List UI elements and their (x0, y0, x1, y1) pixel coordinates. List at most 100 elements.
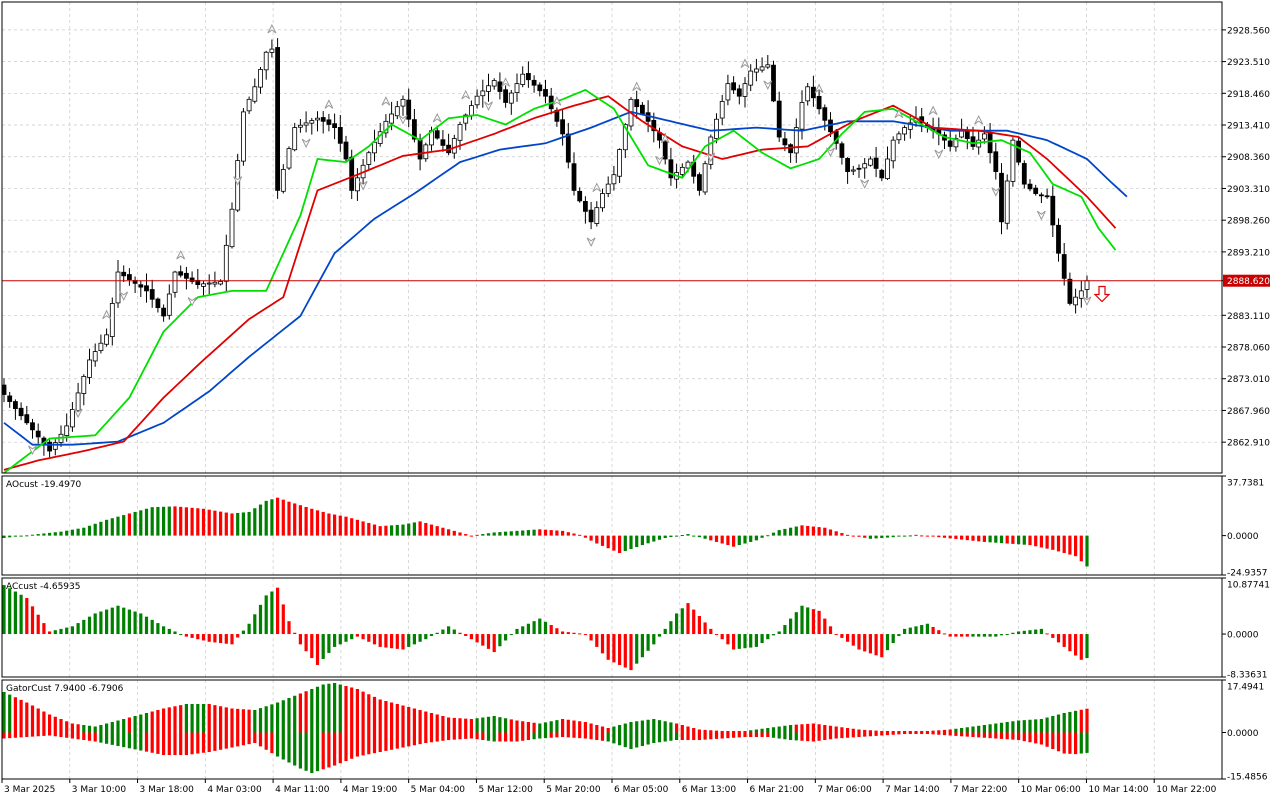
ac-bar (942, 633, 947, 635)
candle (714, 118, 719, 139)
gator-upper-bar (13, 697, 17, 733)
ao-bar (105, 519, 109, 536)
ac-bar (207, 634, 211, 642)
candle (354, 177, 360, 192)
gator-panel[interactable] (2, 682, 1089, 774)
gator-lower-bar (749, 732, 753, 738)
ac-bar (492, 634, 496, 653)
ac-bar (925, 623, 929, 635)
gator-tick-label: 17.4941 (1227, 683, 1264, 693)
ac-bar (19, 594, 23, 635)
gator-upper-bar (247, 709, 251, 733)
gator-upper-bar (8, 694, 12, 733)
ac-bar (977, 634, 981, 637)
candle (702, 163, 708, 193)
gator-upper-bar (789, 725, 793, 733)
gator-upper-bar (680, 725, 684, 733)
fractal-down-icon (1082, 296, 1092, 306)
ac-bar (1022, 630, 1026, 635)
gator-lower-bar (2, 732, 6, 739)
gator-upper-bar (783, 725, 787, 733)
ao-bar (760, 535, 764, 538)
ac-bar (435, 632, 439, 635)
ao-bar (1005, 535, 1009, 544)
gator-upper-bar (458, 718, 462, 733)
gator-upper-bar (612, 726, 616, 733)
ac-bar (25, 597, 29, 635)
ao-bar (241, 512, 245, 536)
gator-upper-bar (156, 710, 160, 733)
candle (47, 441, 52, 452)
ao-bar (25, 535, 29, 537)
ao-bar (931, 535, 935, 537)
gator-upper-bar (749, 730, 753, 733)
ao-bar (372, 524, 377, 536)
ao-bar (549, 530, 553, 536)
gator-upper-bar (743, 731, 747, 733)
ac-bar (766, 634, 770, 640)
ac-bar (549, 625, 553, 635)
gator-lower-bar (635, 732, 639, 748)
gator-lower-bar (498, 732, 502, 742)
gator-lower-bar (179, 732, 183, 756)
gator-lower-bar (139, 732, 143, 751)
ao-bar (304, 506, 308, 536)
ao-bar (920, 535, 924, 537)
gator-lower-bar (1028, 732, 1032, 743)
ao-panel[interactable] (2, 497, 1089, 567)
candle (115, 271, 121, 304)
ac-bar (219, 634, 223, 644)
gator-lower-bar (418, 732, 422, 745)
candle (463, 114, 469, 124)
ac-bar (960, 634, 964, 637)
ao-bar (276, 497, 280, 536)
ao-bar (960, 535, 964, 540)
ao-bar (1017, 535, 1021, 545)
ao-bar (948, 535, 952, 539)
gator-upper-bar (253, 710, 257, 733)
gator-upper-bar (264, 706, 268, 733)
ao-bar (709, 535, 713, 541)
time-axis-label: 5 Mar 12:00 (478, 785, 533, 795)
candle (651, 119, 657, 132)
gator-lower-bar (572, 732, 576, 738)
ao-bar (737, 535, 741, 546)
gator-upper-bar (133, 716, 137, 733)
gator-lower-bar (253, 732, 257, 744)
ac-panel[interactable] (2, 585, 1089, 671)
ac-bar (954, 634, 958, 637)
ac-bar (76, 623, 80, 635)
gator-panel-title: GatorCust 7.9400 -6.7906 (6, 684, 124, 694)
ao-bar (612, 535, 616, 551)
candle (959, 130, 964, 138)
candle (640, 104, 645, 115)
gator-upper-bar (1079, 709, 1083, 733)
ac-bar (184, 634, 188, 637)
ac-bar (640, 634, 644, 658)
gator-upper-bar (435, 714, 439, 733)
gator-lower-bar (640, 732, 644, 747)
ao-bar (851, 535, 855, 537)
candle (417, 139, 423, 160)
candle (406, 99, 412, 120)
fractal-down-icon (28, 445, 37, 456)
ac-bar (828, 626, 833, 635)
ao-bar (999, 535, 1004, 544)
ac-bar (338, 634, 342, 645)
gator-upper-bar (732, 731, 736, 733)
price-panel[interactable] (1, 23, 1222, 474)
ac-bar (555, 628, 559, 635)
ao-bar (726, 535, 730, 546)
ac-bar (116, 605, 120, 635)
gator-upper-bar (355, 688, 359, 733)
gator-lower-bar (766, 732, 770, 738)
ac-bar (903, 628, 907, 635)
ao-bar (834, 531, 838, 536)
ac-bar (367, 634, 371, 642)
gator-upper-bar (863, 729, 867, 733)
ac-bar (686, 603, 690, 635)
ao-bar (714, 535, 719, 542)
gator-lower-bar (600, 732, 605, 741)
gator-lower-bar (1039, 732, 1043, 745)
candle (172, 271, 178, 293)
